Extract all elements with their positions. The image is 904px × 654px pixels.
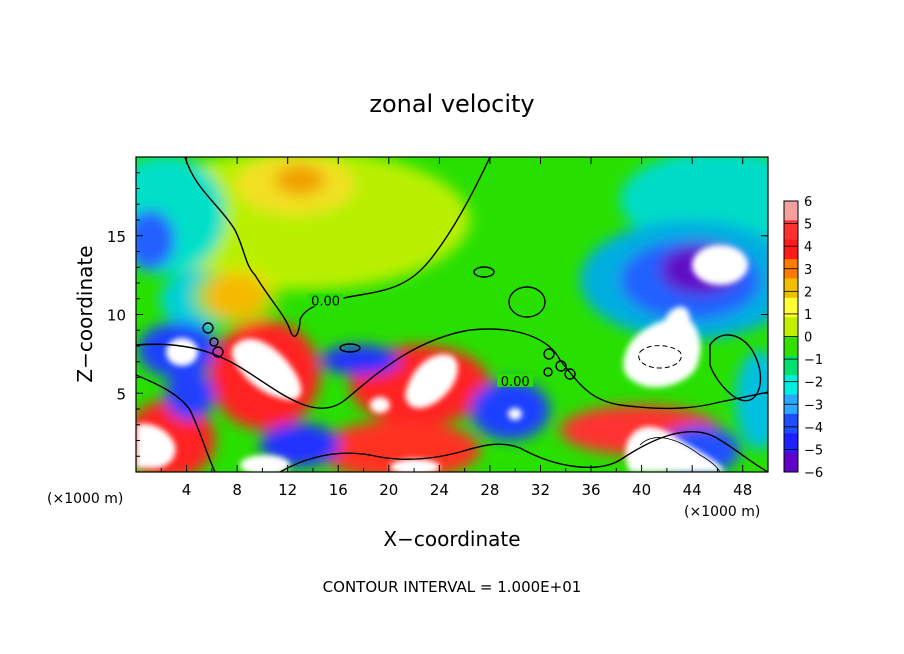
- contour-small-loop-1: [508, 286, 546, 318]
- contour-labels: 0.00 0.00: [307, 293, 534, 390]
- contour-small-loop-8: [555, 360, 567, 372]
- colorbar-tick-label: 1: [804, 308, 812, 323]
- field-red-lower: [320, 420, 480, 472]
- x-units-right: (×1000 m): [684, 504, 760, 520]
- field-blue-center-left: [320, 345, 400, 375]
- contour-center-zero: [136, 328, 768, 410]
- chart-title: zonal velocity: [369, 90, 534, 118]
- contour-thin-negative: [639, 437, 721, 472]
- x-tick-label: 44: [683, 481, 702, 499]
- contour-small-loop-6: [212, 346, 224, 358]
- saturated-mid-left: [166, 338, 198, 366]
- saturated-bottom-left: [136, 423, 176, 469]
- saturated-center: [405, 354, 458, 409]
- contour-small-loop-5: [209, 337, 219, 347]
- saturated-lower-right: [625, 426, 725, 472]
- contour-small-loop-10: [543, 367, 553, 377]
- y-axis-label: Z−coordinate: [73, 245, 97, 382]
- y-tick-label: 15: [107, 228, 126, 246]
- colorbar-tick-label: 3: [804, 263, 812, 278]
- x-tick-label: 8: [232, 481, 242, 499]
- colorbar-swatch: [784, 317, 798, 337]
- colorbar-tick-label: 4: [804, 240, 812, 255]
- saturated-regions: [136, 245, 748, 472]
- heatmap-field: 0.00 0.00: [136, 157, 768, 472]
- colorbar-swatch: [784, 297, 798, 318]
- saturated-right-upper: [692, 245, 748, 285]
- x-tick-label: 40: [632, 481, 651, 499]
- colorbar-swatch: [784, 355, 798, 376]
- colorbar-swatch: [784, 239, 798, 260]
- contour-small-loop-9: [564, 368, 576, 380]
- x-tick-label: 12: [278, 481, 297, 499]
- colorbar-swatch: [784, 201, 798, 221]
- x-tick-label: 36: [581, 481, 600, 499]
- field-blue-bottom-left: [165, 370, 215, 420]
- saturated-bottom-center: [390, 459, 440, 472]
- x-tick-label: 20: [379, 481, 398, 499]
- contour-small-loop-2: [473, 266, 495, 278]
- x-tick-label: 28: [480, 481, 499, 499]
- contour-lower-zero: [279, 431, 768, 472]
- y-tick-label: 5: [116, 385, 126, 403]
- field-yellow-spot: [192, 266, 280, 326]
- contour-dashed-negative: [638, 345, 682, 369]
- contour-small-loop-3: [339, 343, 361, 353]
- colorbar-swatch: [784, 278, 798, 299]
- field-blue-upper-left: [136, 210, 175, 270]
- x-tick-label: 16: [329, 481, 348, 499]
- colorbar-tick-label: −3: [804, 398, 823, 413]
- contour-label-bg: [307, 293, 344, 307]
- contour-lines: [136, 157, 768, 472]
- colorbar-swatch: [784, 452, 798, 473]
- colorbar-tick-label: 6: [804, 195, 812, 210]
- x-units-left: (×1000 m): [47, 491, 123, 507]
- contour-upper-zero: [184, 157, 491, 337]
- colorbar-tick-label: −4: [804, 421, 823, 436]
- colorbar: 6 5 4 3 2 1 0 −1 −2 −3 −4 −5 −6: [783, 195, 823, 481]
- contour-label-bg: [497, 373, 534, 387]
- colorbar-tick-label: −5: [804, 443, 823, 458]
- saturated-bottom-mid: [240, 455, 290, 472]
- saturated-small-center: [370, 397, 390, 413]
- contour-label: 0.00: [501, 375, 530, 390]
- colorbar-swatch: [784, 336, 798, 357]
- contour-mid-zero: [136, 374, 216, 472]
- saturated-right-mid: [623, 306, 701, 388]
- colorbar-swatch: [784, 413, 798, 434]
- colorbar-tick-label: −1: [804, 353, 823, 368]
- contour-small-loop-7: [543, 348, 555, 360]
- y-tick-label: 10: [107, 307, 126, 325]
- saturated-lower-left: [231, 338, 302, 400]
- x-tick-label: 48: [733, 481, 752, 499]
- colorbar-tick-label: −2: [804, 376, 823, 391]
- field-orange-top: [275, 165, 325, 195]
- colorbar-swatch: [784, 220, 798, 241]
- saturated-small-right: [508, 408, 522, 420]
- contour-right-zero: [709, 334, 762, 402]
- colorbar-tick-label: 0: [804, 331, 812, 346]
- x-tick-label: 24: [430, 481, 449, 499]
- x-axis-label: X−coordinate: [383, 527, 520, 551]
- contour-label: 0.00: [311, 294, 340, 309]
- x-tick-label: 32: [531, 481, 550, 499]
- colorbar-swatch: [784, 433, 798, 454]
- contour-small-loop-4: [202, 322, 214, 334]
- colorbar-tick-label: 2: [804, 285, 812, 300]
- colorbar-tick-label: −6: [804, 466, 823, 481]
- contour-interval-footer: CONTOUR INTERVAL = 1.000E+01: [323, 578, 582, 596]
- x-tick-label: 4: [182, 481, 192, 499]
- colorbar-swatch: [784, 375, 798, 396]
- colorbar-tick-label: 5: [804, 218, 812, 233]
